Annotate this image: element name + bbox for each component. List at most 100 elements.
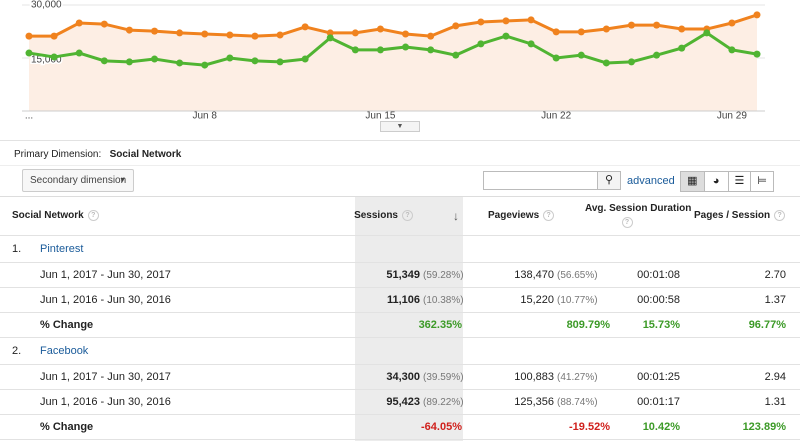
percent-change: 123.89% [742, 421, 786, 433]
data-point [728, 46, 736, 54]
data-point [477, 18, 485, 26]
help-icon[interactable]: ? [621, 216, 633, 228]
sessions: 11,106 [386, 294, 420, 306]
row-index: 1. [12, 243, 22, 255]
data-point [527, 40, 535, 48]
column-header[interactable]: Avg. Session Duration? [585, 202, 691, 230]
pageviews: 125,356 [514, 396, 554, 408]
data-point [176, 59, 184, 67]
row-divider [0, 262, 800, 263]
sessions-percent: (39.59%) [423, 372, 464, 383]
x-tick-label: Jun 15 [365, 111, 395, 122]
avg-duration: 00:01:08 [637, 269, 680, 281]
data-point [75, 19, 83, 27]
data-point [301, 23, 309, 31]
value[interactable]: Social Network [109, 149, 182, 160]
data-point [653, 21, 661, 29]
label: Primary Dimension: [14, 149, 102, 160]
sessions: 34,300 [386, 371, 420, 383]
help-icon[interactable]: ? [774, 209, 786, 221]
data-point [678, 25, 686, 33]
secondary-dimension-button[interactable]: Secondary dimension ▼ [22, 169, 134, 192]
data-point [151, 55, 159, 63]
search-input[interactable] [483, 171, 599, 190]
avg-duration: 00:01:25 [637, 371, 680, 383]
data-point [552, 28, 560, 36]
data-point [100, 57, 108, 65]
pivot-view[interactable]: ⊨ [757, 175, 767, 187]
data-point [50, 53, 58, 61]
pageviews: 100,883 [514, 371, 554, 383]
sort-arrow[interactable]: ↓ [453, 209, 459, 223]
search-button[interactable]: ⚲ [597, 171, 621, 190]
row-divider [0, 287, 800, 288]
table-view[interactable]: ▦ [681, 172, 705, 191]
advanced-link[interactable]: advanced [627, 175, 675, 187]
column-header[interactable]: Sessions? [354, 209, 413, 223]
sessions: 95,423 [386, 396, 420, 408]
column-header[interactable]: Pageviews? [488, 209, 555, 223]
data-point [125, 26, 133, 34]
x-tick-label: Jun 29 [717, 111, 747, 122]
percent-change: -19.52% [569, 421, 610, 433]
bar-view[interactable]: ☰ [729, 172, 752, 191]
help-icon[interactable]: ? [543, 209, 555, 221]
x-tick-label: Jun 22 [541, 111, 571, 122]
row-divider [0, 235, 800, 236]
data-point [25, 49, 33, 57]
divider [0, 165, 800, 166]
data-point [301, 55, 309, 63]
collapse-toggle[interactable]: ▼ [380, 121, 420, 132]
series-line [29, 13, 758, 38]
data-point [276, 31, 284, 39]
pageviews-percent: (41.27%) [557, 372, 598, 383]
data-point [351, 46, 359, 54]
divider [0, 140, 800, 141]
data-point [728, 19, 736, 27]
data-point [577, 51, 585, 59]
data-point [402, 30, 410, 38]
sessions-percent: (10.38%) [423, 295, 464, 306]
data-point [653, 51, 661, 59]
data-point [25, 32, 33, 40]
change-label: % Change [40, 319, 94, 331]
data-point [703, 29, 711, 37]
column-header[interactable]: Social Network? [12, 209, 99, 223]
data-point [376, 46, 384, 54]
primary-dimension: Primary Dimension: Social Network [14, 149, 181, 160]
label: Secondary dimension [30, 175, 127, 186]
data-point [251, 57, 259, 65]
help-icon[interactable]: ? [87, 209, 99, 221]
avg-duration: 00:01:17 [637, 396, 680, 408]
data-point [176, 29, 184, 37]
pageviews-percent: (10.77%) [557, 295, 598, 306]
data-point [100, 20, 108, 28]
data-point [326, 29, 334, 37]
data-point [753, 11, 761, 19]
x-tick-label: Jun 8 [192, 111, 217, 122]
data-point [602, 59, 610, 67]
data-point [427, 46, 435, 54]
pageviews-percent: (56.65%) [557, 270, 598, 281]
data-point [502, 17, 510, 25]
header-text: Pageviews [488, 210, 540, 221]
series-line [28, 31, 758, 67]
pages-per-session: 2.70 [764, 269, 786, 281]
area-fill [29, 14, 757, 111]
pages-per-session: 2.94 [764, 371, 786, 383]
x-tick-label: ... [25, 111, 33, 122]
header-text: Avg. Session Duration [585, 203, 692, 214]
sorted-column-shade [355, 197, 463, 441]
data-point [201, 30, 209, 38]
help-icon[interactable]: ? [402, 209, 413, 221]
avg-duration: 00:00:58 [637, 294, 680, 306]
data-point [452, 22, 460, 30]
pie-view[interactable]: ◕ [705, 172, 729, 191]
sessions-percent: (89.22%) [423, 397, 464, 408]
column-header[interactable]: Pages / Session? [694, 209, 786, 223]
percent-change: 15.73% [642, 319, 680, 331]
data-point [151, 27, 159, 35]
row-divider [0, 364, 800, 365]
row-divider [0, 312, 800, 313]
